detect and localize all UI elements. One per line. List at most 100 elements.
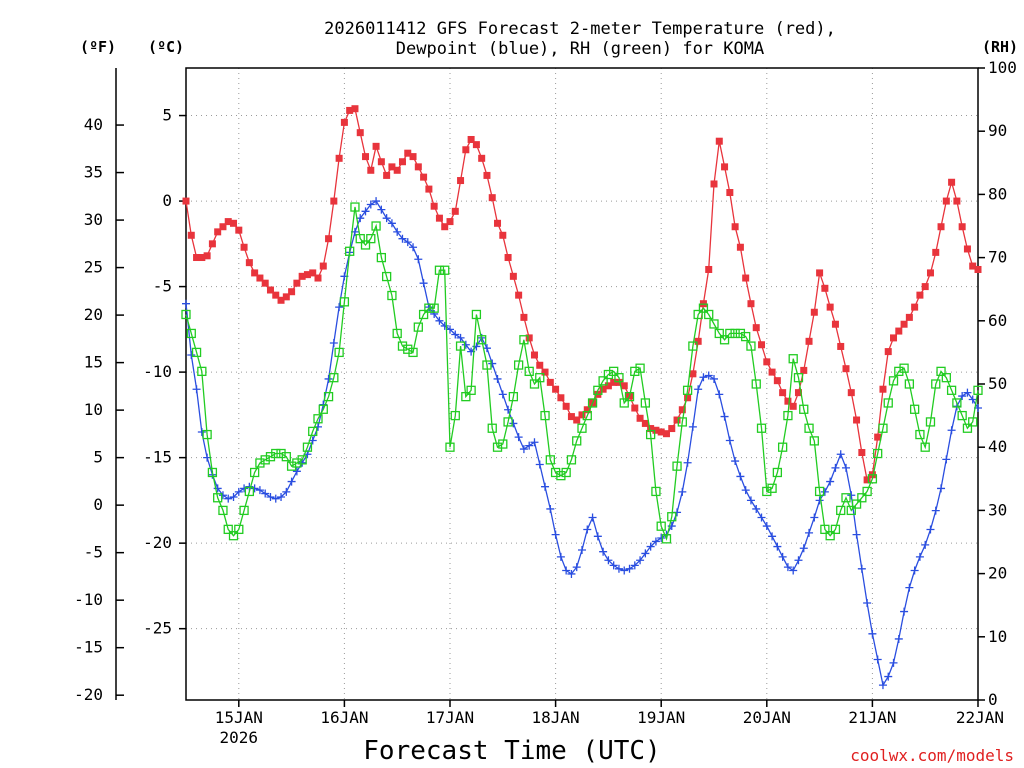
temperature-point: [356, 129, 364, 137]
series-layer: [181, 105, 983, 690]
temperature-point: [578, 411, 586, 419]
rh-point: [519, 335, 529, 345]
dewpoint-point: [741, 486, 750, 495]
temperature-point: [198, 254, 206, 262]
rh-tick-label: 70: [988, 248, 1007, 267]
rh-point: [550, 467, 561, 478]
rh-point: [830, 524, 841, 535]
temperature-point: [641, 419, 649, 427]
rh-point: [492, 442, 503, 452]
temperature-point: [414, 163, 422, 171]
temperature-point: [293, 279, 301, 287]
rh-point: [244, 486, 255, 497]
rh-point: [450, 410, 460, 421]
dewpoint-point: [625, 564, 634, 573]
dewpoint-point: [799, 544, 808, 553]
fahrenheit-tick-label: -20: [74, 685, 103, 704]
rh-point: [656, 521, 666, 531]
rh-point: [545, 455, 555, 465]
dewpoint-point: [218, 491, 227, 500]
dewpoint-point: [947, 426, 956, 435]
dewpoint-point: [329, 339, 338, 348]
plot-frame: [185, 67, 979, 701]
rh-point: [756, 423, 767, 433]
temperature-point: [224, 218, 232, 226]
dewpoint-point: [213, 484, 222, 493]
temperature-point: [562, 402, 570, 410]
dewpoint-point: [646, 542, 655, 551]
rh-point: [851, 499, 862, 509]
temperature-point: [314, 274, 322, 282]
temperature-point: [736, 243, 744, 251]
temperature-point: [420, 173, 428, 181]
temperature-point: [926, 269, 934, 277]
rh-point: [249, 467, 260, 478]
dewpoint-point: [968, 395, 977, 404]
temperature-point: [388, 163, 396, 171]
dewpoint-point: [836, 450, 845, 459]
dewpoint-point: [277, 492, 286, 501]
rh-point: [434, 265, 445, 275]
rh-point: [651, 486, 661, 497]
dewpoint-point: [456, 333, 465, 342]
dewpoint-point: [409, 243, 418, 252]
rh-point: [672, 461, 682, 471]
dewpoint-point: [197, 427, 206, 436]
rh-point: [688, 341, 698, 351]
dewpoint-point: [942, 455, 951, 464]
temperature-point: [573, 416, 581, 424]
dewpoint-point: [377, 205, 386, 214]
dewpoint-point: [789, 566, 798, 575]
celsius-tick-label: -5: [153, 277, 172, 296]
rh-point: [735, 328, 746, 339]
dewpoint-point: [937, 484, 946, 493]
dewpoint-point: [762, 522, 771, 531]
dewpoint-point: [271, 494, 280, 503]
dewpoint-point: [546, 504, 555, 513]
dewpoint-point: [562, 566, 571, 575]
x-axis-title: Forecast Time (UTC): [363, 736, 660, 766]
dewpoint-point: [187, 351, 196, 360]
dewpoint-point: [535, 460, 544, 469]
x-tick-label: 15JAN: [215, 708, 263, 727]
dewpoint-point: [482, 344, 491, 353]
rh-point: [719, 335, 730, 345]
rh-point: [392, 328, 402, 339]
rh-point: [408, 347, 418, 358]
dewpoint-point: [551, 530, 560, 539]
temperature-point: [895, 327, 903, 335]
temperature-point: [794, 389, 802, 397]
temperature-point: [494, 219, 502, 227]
temperature-point: [303, 271, 311, 279]
temperature-point: [525, 334, 533, 342]
temperature-point: [251, 269, 259, 277]
temperature-point: [963, 245, 971, 253]
dewpoint-point: [583, 525, 592, 534]
temperature-point: [599, 385, 607, 393]
rh-point: [572, 436, 582, 446]
celsius-tick-label: 0: [162, 191, 172, 210]
rh-point: [286, 461, 297, 471]
dewpoint-point: [440, 321, 449, 330]
rh-point: [698, 303, 709, 313]
rh-point: [445, 442, 455, 452]
dewpoint-point: [430, 309, 439, 318]
rh-point: [265, 452, 276, 462]
rh-tick-label: 10: [988, 627, 1007, 646]
rh-point: [640, 398, 651, 408]
rh-point: [867, 474, 878, 484]
dewpoint-point: [757, 513, 766, 522]
rh-point: [218, 505, 228, 516]
rh-point: [777, 442, 788, 452]
temperature-point: [193, 254, 201, 262]
rh-point: [603, 369, 614, 380]
rh-point: [762, 486, 772, 497]
temperature-point: [689, 370, 697, 378]
fahrenheit-tick-label: 0: [93, 495, 103, 514]
dewpoint-point: [514, 433, 523, 442]
rh-point: [202, 429, 212, 440]
temperature-point: [905, 313, 913, 321]
rh-point: [957, 410, 967, 421]
rh-point: [962, 423, 973, 433]
fahrenheit-tick-label: 30: [84, 210, 103, 229]
